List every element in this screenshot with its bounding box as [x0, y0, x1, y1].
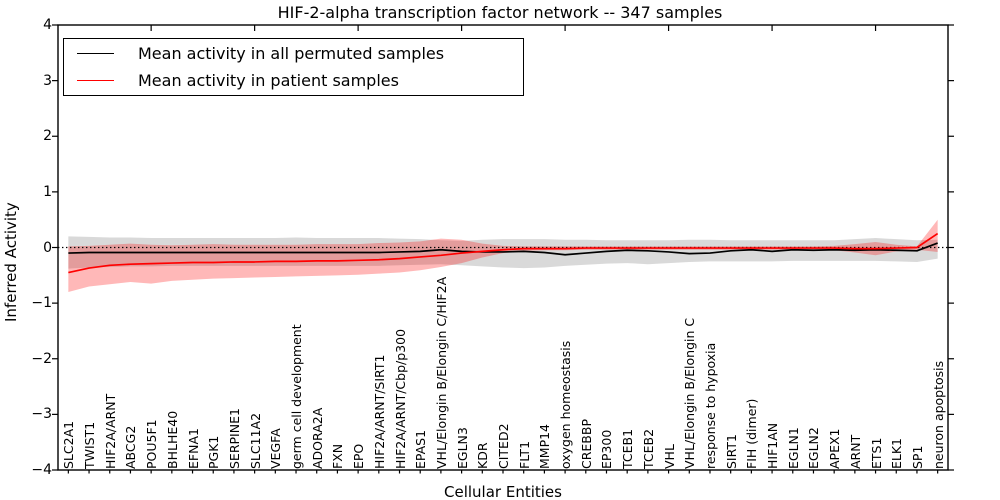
y-tick-label: 2	[43, 128, 52, 145]
x-category-label: SLC11A2	[247, 412, 263, 469]
x-axis-label: Cellular Entities	[444, 483, 562, 500]
x-category-label: CITED2	[496, 423, 511, 469]
y-tick-label: 0	[43, 239, 52, 256]
y-tick-label: 3	[43, 72, 52, 89]
x-category-label: EFNA1	[185, 428, 201, 469]
x-category-label: KDR	[475, 442, 491, 469]
x-category-label: VHL/Elongin B/Elongin C/HIF2A	[433, 276, 449, 469]
x-category-label: ADORA2A	[309, 407, 325, 469]
legend-line-sample	[77, 52, 114, 54]
chart-title: HIF-2-alpha transcription factor network…	[277, 3, 723, 22]
x-category-label: APEX1	[827, 428, 843, 469]
series-line-patient	[68, 232, 939, 274]
x-category-label: oxygen homeostasis	[558, 340, 574, 469]
y-axis-label: Inferred Activity	[2, 202, 20, 322]
x-category-label: neuron apoptosis	[930, 360, 946, 469]
legend-line-sample	[77, 80, 114, 82]
legend-item-label: Mean activity in patient samples	[138, 71, 399, 91]
y-tick-label: 4	[43, 17, 52, 33]
x-category-label: EGLN2	[806, 427, 822, 469]
legend: Mean activity in all permuted samples Mea…	[63, 38, 524, 96]
x-category-label: EPO	[351, 443, 367, 469]
x-category-label: VEGFA	[268, 428, 284, 469]
x-category-label: ARNT	[847, 434, 863, 469]
y-tick-label: −2	[31, 350, 52, 367]
x-category-label: germ cell development	[289, 324, 305, 469]
x-category-label: EGLN1	[785, 427, 801, 469]
x-category-label: SP1	[909, 445, 925, 469]
x-category-label: VHL	[661, 444, 677, 469]
x-category-label: PGK1	[206, 435, 222, 469]
legend-item: Mean activity in all permuted samples	[64, 40, 523, 66]
x-category-label: ABCG2	[123, 425, 139, 469]
x-category-label: SLC2A1	[61, 420, 77, 469]
x-category-label: MMP14	[537, 423, 553, 469]
x-category-label: ELK1	[889, 437, 905, 469]
x-category-label: HIF2A/ARNT/SIRT1	[371, 354, 387, 469]
x-category-label: ETS1	[868, 437, 884, 469]
x-category-label: FXN	[330, 443, 346, 469]
y-tick-label: −3	[31, 406, 52, 423]
x-category-label: CREBBP	[578, 419, 594, 469]
x-category-label: POU5F1	[144, 419, 160, 469]
y-tick-label: −1	[31, 295, 52, 312]
x-category-label: HIF2A/ARNT/Cbp/p300	[392, 328, 408, 469]
x-category-label: VHL/Elongin B/Elongin C	[682, 317, 698, 469]
x-category-label: EGLN3	[454, 427, 470, 469]
x-category-label: EPAS1	[413, 429, 429, 469]
x-category-label: FLT1	[516, 440, 532, 469]
x-category-label: SERPINE1	[226, 408, 242, 469]
x-category-label: HIF2A/ARNT	[102, 393, 118, 469]
x-category-label: SIRT1	[723, 434, 739, 469]
axis-ticks	[52, 24, 954, 474]
series-line-permuted	[68, 242, 938, 256]
x-category-label: TCEB1	[620, 428, 636, 469]
legend-item-label: Mean activity in all permuted samples	[138, 43, 445, 63]
x-category-label: response to hypoxia	[702, 342, 718, 469]
x-category-label: EP300	[599, 429, 615, 469]
x-category-label: FIH (dimer)	[744, 398, 760, 469]
confidence-band-patient	[68, 219, 938, 292]
y-tick-label: −4	[31, 462, 52, 478]
x-category-label: TCEB2	[640, 428, 656, 469]
x-category-label: HIF1AN	[765, 422, 781, 469]
y-tick-label: 1	[43, 183, 52, 200]
x-category-label: BHLHE40	[164, 410, 180, 469]
x-category-label: TWIST1	[82, 421, 98, 469]
legend-item: Mean activity in patient samples	[64, 68, 523, 94]
